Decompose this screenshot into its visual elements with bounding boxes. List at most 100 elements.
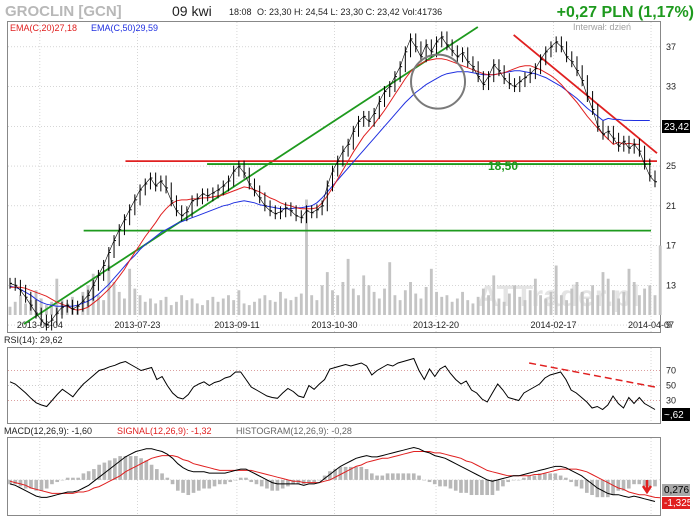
volume-bar (263, 295, 267, 315)
histogram-bar (448, 479, 453, 489)
histogram-bar (653, 479, 657, 487)
macd-legend: MACD(12,26,9): -1,60 (4, 426, 92, 436)
histogram-bar (186, 479, 191, 496)
volume-bar (39, 298, 43, 315)
histogram-last-label: 0,276 (664, 485, 689, 496)
volume-bar (507, 293, 511, 315)
histogram-bar (637, 479, 642, 485)
histogram-bar (170, 479, 175, 485)
histogram-bar (34, 479, 39, 491)
histogram-bar (191, 479, 196, 493)
ohlc-readout: O: 23,30 H: 24,54 L: 23,30 C: 23,42 Vol:… (257, 7, 442, 17)
histogram-bar (196, 479, 201, 491)
histogram-bar (317, 479, 322, 481)
histogram-bar (76, 477, 80, 480)
histogram-bar (296, 479, 301, 485)
volume-bar (18, 295, 22, 315)
volume-bar (258, 298, 262, 315)
volume-bar (528, 290, 532, 315)
histogram-bar (212, 479, 217, 487)
histogram-bar (359, 466, 364, 480)
histogram-bar (349, 466, 353, 480)
volume-bar (206, 300, 210, 315)
watermark: ATTrader.pl (477, 280, 640, 313)
macd-line (9, 446, 656, 502)
price-y-tick: 9 (666, 320, 671, 330)
volume-bar (221, 298, 225, 315)
volume-bar (253, 301, 256, 315)
histogram-bar (118, 456, 122, 480)
ema50-line (9, 70, 650, 307)
histogram-bar (139, 458, 143, 480)
volume-bar (502, 301, 506, 315)
histogram-bar (642, 479, 647, 487)
date-tick-label: 2013-12-20 (413, 320, 459, 330)
price-line (9, 36, 656, 326)
histogram-bar (202, 479, 206, 489)
histogram-bar (301, 479, 306, 485)
histogram-bar (501, 479, 505, 487)
histogram-bar (422, 479, 427, 481)
volume-bar (154, 303, 158, 315)
volume-bar (591, 285, 594, 315)
histogram-bar (312, 479, 316, 483)
volume-bar (159, 300, 163, 315)
volume-bar (575, 282, 579, 315)
volume-bar (544, 298, 548, 315)
volume-bar (310, 295, 314, 315)
volume-bar (123, 298, 126, 315)
volume-bar (596, 295, 600, 315)
volume-bar (367, 285, 371, 315)
volume-bar (190, 298, 194, 315)
histogram-bar (380, 475, 385, 480)
histogram-bar (44, 479, 49, 489)
volume-bar (617, 298, 621, 315)
histogram-bar (558, 475, 563, 480)
volume-bar (185, 300, 189, 315)
volume-bar (554, 265, 558, 315)
histogram-bar (469, 479, 474, 496)
histogram-bar (181, 479, 185, 493)
histogram-bar (39, 479, 44, 491)
volume-bar (570, 288, 574, 315)
volume-bar (8, 306, 12, 315)
histogram-bar (134, 456, 138, 480)
volume-bar (393, 295, 397, 315)
histogram-bar (175, 479, 180, 491)
rsi-line (9, 357, 656, 411)
resistance-line (513, 34, 658, 154)
histogram-bar (438, 479, 442, 487)
histogram-bar (60, 479, 65, 481)
volume-bar (305, 199, 308, 315)
volume-bar (580, 291, 584, 315)
histogram-bar (511, 479, 516, 481)
volume-bar (143, 301, 147, 315)
histogram-bar (464, 479, 469, 493)
volume-bar (180, 295, 184, 315)
histogram-bar (354, 466, 358, 480)
date-tick-label: 2014-02-17 (530, 320, 576, 330)
down-arrow-icon (641, 480, 653, 495)
histogram-bar (160, 473, 164, 480)
histogram-bar (228, 479, 233, 483)
volume-bar (149, 298, 152, 315)
histogram-bar (259, 479, 264, 487)
rsi-last-label: ~,62 (664, 410, 684, 421)
histogram-bar (432, 479, 437, 485)
histogram-bar (275, 479, 280, 491)
histogram-bar (286, 479, 290, 487)
volume-bar (227, 295, 230, 315)
histogram-bar (149, 464, 154, 480)
volume-bar (533, 278, 537, 315)
histogram-bar (270, 479, 275, 491)
signal-last-tag (662, 497, 690, 509)
date-tick-label: 2013-09-11 (214, 320, 259, 330)
histogram-bar (107, 460, 112, 480)
histogram-bar (375, 475, 379, 480)
volume-bar (637, 295, 641, 315)
volume-bar (102, 300, 106, 315)
volume-bar (601, 272, 605, 315)
volume-bar (357, 295, 360, 315)
volume-bar (429, 268, 433, 315)
